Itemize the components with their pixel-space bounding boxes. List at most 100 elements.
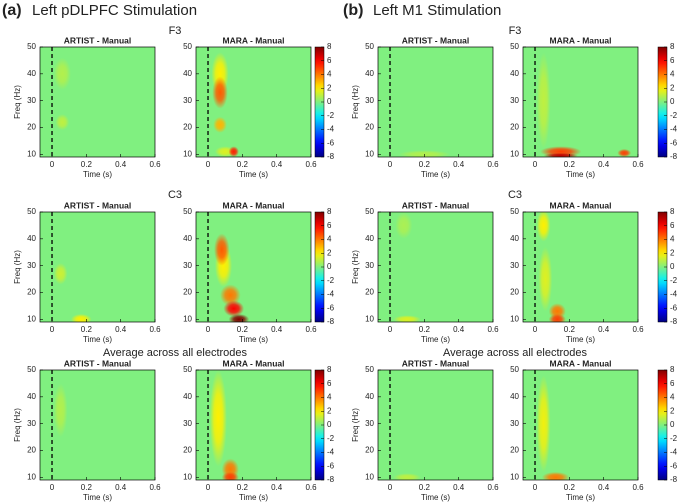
panel-title: Left M1 Stimulation [373,2,501,19]
x-tick-label: 0.4 [453,160,465,169]
colorbar-tick-label: -6 [327,138,335,147]
y-tick-label: 40 [365,392,374,401]
colorbar-tick-label: 8 [670,42,675,51]
x-tick-label: 0.4 [115,483,127,492]
y-tick-label: 40 [183,392,192,401]
x-axis-label: Time (s) [421,335,450,344]
x-tick-label: 0 [388,483,393,492]
heatmap-spot [55,114,70,131]
plot-frame [39,369,156,481]
colorbar-tick-label: 6 [327,221,332,230]
x-tick-label: 0.2 [419,325,431,334]
y-tick-label: 30 [510,419,519,428]
colorbar-tick-label: 4 [327,393,332,402]
heatmap-spot [228,146,239,157]
x-tick-label: 0.4 [271,483,283,492]
colorbar-tick-label: 4 [327,235,332,244]
x-tick-label: 0 [533,483,538,492]
y-tick-label: 20 [183,288,192,297]
panel-title: Left pDLPFC Stimulation [32,2,197,19]
heatmap-background [378,370,493,480]
y-axis-label: Freq (Hz) [351,408,360,442]
x-tick-label: 0 [206,325,211,334]
heatmap [211,52,239,157]
colorbar-tick-label: -8 [670,475,678,484]
colorbar-tick-label: 6 [670,379,675,388]
y-tick-label: 10 [365,314,374,323]
x-tick-label: 0.6 [149,483,161,492]
x-tick-label: 0.2 [81,483,93,492]
y-tick-label: 50 [27,207,36,216]
y-tick-label: 20 [27,446,36,455]
colorbar-tick-label: 8 [327,207,332,216]
colorbar-tick-label: -2 [670,434,678,443]
y-tick-label: 20 [365,123,374,132]
x-tick-label: 0 [206,483,211,492]
colorbar-tick-label: 6 [670,221,675,230]
colorbar-tick-label: 6 [327,56,332,65]
colorbar-tick-label: -6 [670,461,678,470]
y-tick-label: 50 [183,365,192,374]
x-tick-label: 0.2 [237,483,249,492]
x-tick-label: 0 [50,160,55,169]
row-title: C3 [508,189,522,201]
y-tick-label: 40 [365,234,374,243]
x-tick-label: 0.6 [632,483,644,492]
x-tick-label: 0.6 [632,325,644,334]
x-axis-label: Time (s) [83,335,112,344]
plot-frame [522,369,639,481]
y-tick-label: 50 [510,42,519,51]
y-axis-label: Freq (Hz) [351,85,360,119]
colorbar-tick-label: 2 [327,248,332,257]
heatmap-spot [212,76,228,109]
row-title: F3 [169,25,182,37]
y-tick-label: 30 [365,96,374,105]
colorbar-tick-label: 6 [327,379,332,388]
chart-title: ARTIST - Manual [402,200,470,210]
x-tick-label: 0.4 [598,325,610,334]
colorbar-tick-label: 6 [670,56,675,65]
heatmap-spot [536,52,551,149]
x-tick-label: 0.6 [305,160,317,169]
plot-frame [39,46,156,158]
y-axis-label: Freq (Hz) [13,85,22,119]
x-axis-label: Time (s) [566,493,595,502]
x-tick-label: 0.4 [453,325,465,334]
colorbar-tick-label: -2 [670,276,678,285]
y-tick-label: 50 [27,365,36,374]
row-title: C3 [168,189,182,201]
x-tick-label: 0.2 [81,325,93,334]
plot-frame [522,211,639,323]
colorbar-tick-label: -6 [670,303,678,312]
x-tick-label: 0.6 [305,325,317,334]
x-axis-label: Time (s) [421,170,450,179]
x-tick-label: 0.2 [81,160,93,169]
y-tick-label: 10 [510,472,519,481]
y-tick-label: 10 [27,149,36,158]
colorbar-tick-label: -8 [327,152,335,161]
y-axis-label: Freq (Hz) [13,250,22,284]
colorbar-tick-label: -2 [670,111,678,120]
plot-frame [195,46,312,158]
y-tick-label: 30 [183,261,192,270]
x-tick-label: 0.6 [487,483,499,492]
colorbar-tick-label: -2 [327,276,335,285]
colorbar-tick-label: 0 [670,97,675,106]
heatmap-spot [398,150,451,157]
y-tick-label: 30 [183,96,192,105]
x-axis-label: Time (s) [239,170,268,179]
colorbar-tick-label: -8 [327,475,335,484]
y-tick-label: 30 [183,419,192,428]
heatmap-spot [536,212,551,242]
x-tick-label: 0.6 [487,325,499,334]
colorbar-tick-label: -2 [327,111,335,120]
heatmap-spot [617,148,632,157]
heatmap-spot [536,375,551,472]
y-tick-label: 40 [365,69,374,78]
colorbar-tick-label: 0 [670,420,675,429]
plot-frame [377,46,494,158]
y-tick-label: 30 [27,261,36,270]
heatmap [53,383,68,438]
heatmap-background [378,47,493,157]
